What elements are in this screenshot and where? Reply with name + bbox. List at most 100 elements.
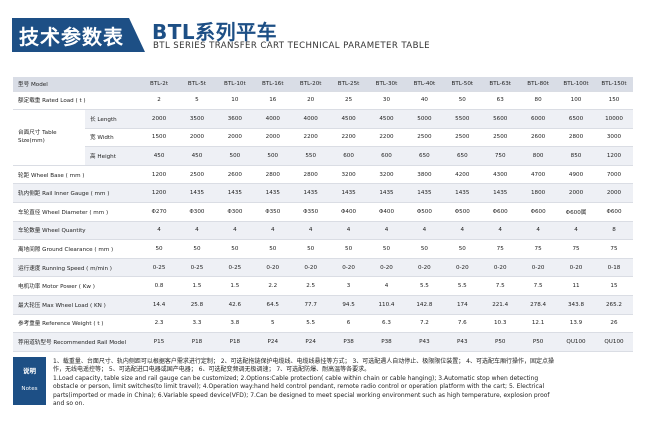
table-cell: 7.5 [481, 276, 520, 297]
title-tag: 技术参数表 [12, 18, 145, 52]
table-cell: 2000 [215, 128, 254, 148]
table-cell: 4 [367, 221, 406, 241]
table-cell: 94.5 [329, 295, 368, 315]
table-cell: 5 [178, 91, 216, 111]
table-cell: 550 [291, 146, 330, 166]
table-cell: 1800 [519, 183, 558, 204]
table-cell: 4900 [557, 165, 595, 185]
notes-label-cn: 说明 [23, 367, 36, 375]
table-cell: 2000 [253, 128, 292, 148]
table-cell: 64.5 [253, 295, 292, 315]
table-cell: 75 [594, 239, 633, 259]
table-cell: 15 [594, 276, 633, 297]
table-cell: 2.5 [291, 276, 330, 297]
notes-cn-line: 作，无线电遥控等； 5、可选配进口电器或国产电器； 6、可选配变频调无极调速； … [53, 366, 371, 374]
table-cell: 75 [481, 239, 520, 259]
table-cell: 4 [253, 221, 292, 241]
table-cell: 0-20 [405, 258, 444, 278]
table-cell: 12.1 [519, 314, 558, 334]
table-cell: 1435 [215, 183, 254, 204]
notes-cn-line: 1、载重量、台面尺寸、轨内侧距可以根据客户需求进行定制； 2、可选配拖链保护电缆… [53, 358, 554, 365]
table-cell: 2.3 [140, 314, 178, 334]
table-cell: 1200 [594, 146, 633, 166]
table-cell: 5.5 [405, 276, 444, 297]
table-cell: 2000 [557, 183, 595, 204]
table-cell: 6.3 [367, 314, 406, 334]
table-cell: P43 [405, 332, 444, 352]
table-cell: 2600 [215, 165, 254, 185]
row-sublabel: 高 Height [85, 146, 141, 166]
page-subtitle: BTL SERIES TRANSFER CART TECHNICAL PARAM… [153, 41, 430, 51]
table-cell: 2.2 [253, 276, 292, 297]
table-cell: Φ500 [443, 202, 482, 222]
table-cell: 800 [519, 146, 558, 166]
table-cell: 450 [178, 146, 216, 166]
table-cell: 0-20 [557, 258, 595, 278]
table-cell: 50 [443, 91, 482, 111]
table-cell: Φ350 [253, 202, 292, 222]
notes-en-line: parts(imported or made in China); 6.Vari… [53, 391, 550, 399]
table-cell: P18 [178, 332, 216, 352]
table-cell: 3600 [215, 109, 254, 129]
table-cell: 30 [367, 91, 406, 111]
table-cell: 77.7 [291, 295, 330, 315]
table-cell: 4500 [367, 109, 406, 129]
row-label: 最大轮压 Max Wheel Load ( KN ) [13, 295, 141, 315]
table-cell: 50 [253, 239, 292, 259]
table-cell: Φ350 [291, 202, 330, 222]
table-cell: 50 [140, 239, 178, 259]
table-cell: 10000 [594, 109, 633, 129]
table-cell: Φ300 [178, 202, 216, 222]
table-cell: 4 [291, 221, 330, 241]
table-cell: 7.2 [405, 314, 444, 334]
table-cell: 1435 [178, 183, 216, 204]
table-row: 最大轮压 Max Wheel Load ( KN ) 14.4 25.8 42.6 64… [13, 295, 633, 315]
table-cell: P50 [481, 332, 520, 352]
table-row: 轮距 Wheel Base ( mm ) 1200 2500 2600 2800 2800… [13, 165, 633, 185]
header-cell: BTL-16t [253, 77, 292, 92]
table-cell: 16 [253, 91, 292, 111]
header-cell: BTL-30t [367, 77, 406, 92]
table-cell: 42.6 [215, 295, 254, 315]
table-cell: Φ600 [594, 202, 633, 222]
table-cell: 7.5 [519, 276, 558, 297]
table-cell: Φ600 [481, 202, 520, 222]
row-sublabel: 长 Length [85, 109, 141, 129]
table-cell: 2 [140, 91, 178, 111]
table-cell: 3.8 [215, 314, 254, 334]
table-cell: 80 [519, 91, 558, 111]
table-cell: 6000 [519, 109, 558, 129]
table-cell: 278.4 [519, 295, 558, 315]
table-cell: 13.9 [557, 314, 595, 334]
table-cell: P50 [519, 332, 558, 352]
table-cell: 2800 [253, 165, 292, 185]
table-cell: 650 [405, 146, 444, 166]
table-cell: 4 [519, 221, 558, 241]
table-cell: 4000 [291, 109, 330, 129]
table-cell: 50 [367, 239, 406, 259]
table-cell: 1435 [443, 183, 482, 204]
table-cell: 2500 [178, 165, 216, 185]
table-cell: 26 [594, 314, 633, 334]
table-cell: 1200 [140, 165, 178, 185]
table-cell: 50 [178, 239, 216, 259]
table-cell: 3500 [178, 109, 216, 129]
table-cell: 0-25 [178, 258, 216, 278]
table-cell: 0-25 [140, 258, 178, 278]
table-cell: 4 [557, 221, 595, 241]
table-cell: 2500 [481, 128, 520, 148]
table-cell: 142.8 [405, 295, 444, 315]
table-row: 荐用道轨型号 Recommended Rail Model P15 P18 P18 P2… [13, 332, 633, 352]
page-title: BTL系列平车 [152, 20, 278, 44]
table-cell: 40 [405, 91, 444, 111]
table-cell: 1200 [140, 183, 178, 204]
header-cell: BTL-10t [215, 77, 254, 92]
table-cell: 500 [253, 146, 292, 166]
parameter-table: 型号 Model BTL-2t BTL-5t BTL-10t BTL-16t BTL-20… [13, 77, 633, 352]
notes-label: 说明 Notes [13, 357, 46, 405]
table-cell: 1435 [291, 183, 330, 204]
notes-en-line: obstacle or person, limit switches(to li… [53, 383, 545, 391]
table-cell: 343.8 [557, 295, 595, 315]
table-cell: P24 [291, 332, 330, 352]
table-cell: 10 [215, 91, 254, 111]
